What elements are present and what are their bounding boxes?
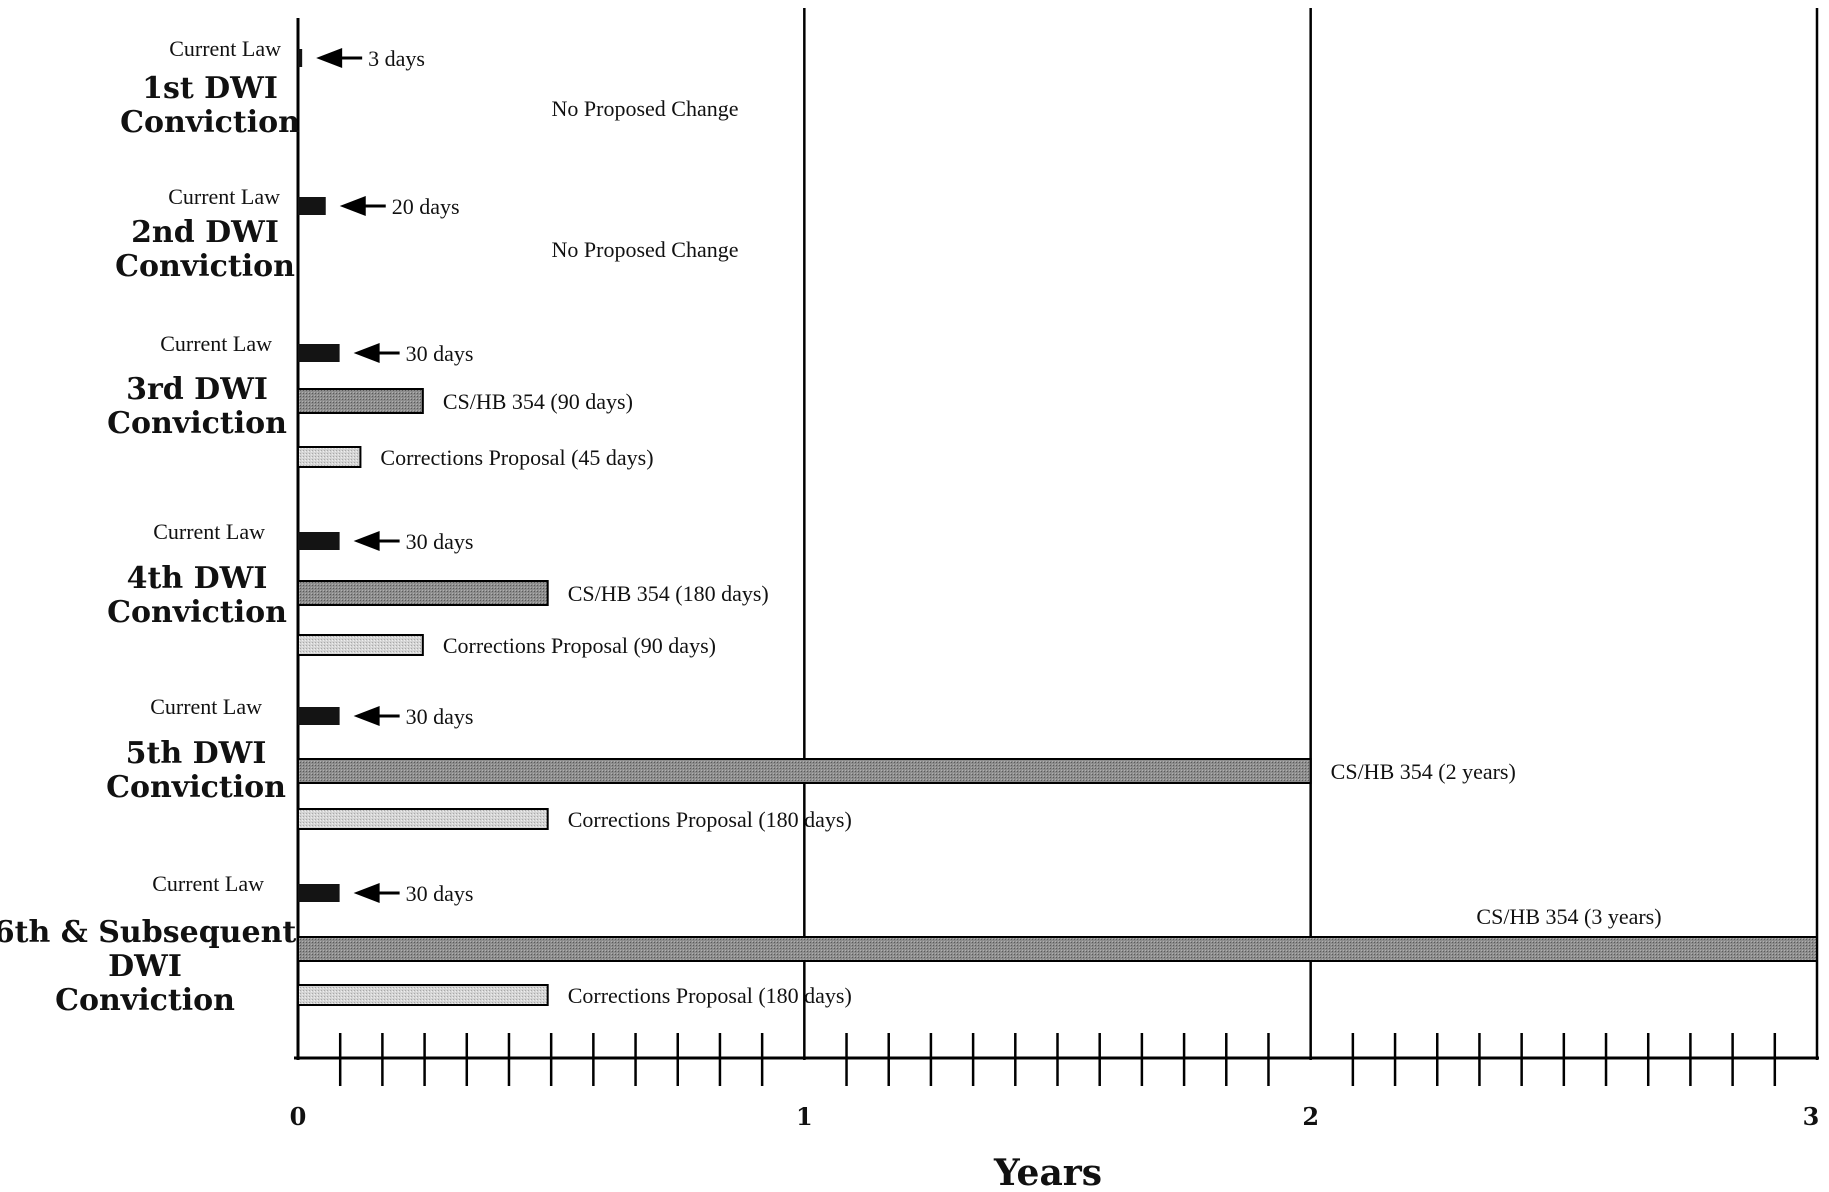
bar-current-law [298,532,340,550]
bar-cshb354 [297,936,1818,962]
current-law-value: 3 days [368,46,425,71]
grid-layer [296,8,1819,1060]
bar-cshb354 [297,388,424,414]
corrections-label: Corrections Proposal (180 days) [568,807,852,832]
bar-current-law [298,344,340,362]
current-law-label: Current Law [153,519,265,544]
bar-corrections [297,634,424,656]
bar-corrections [297,984,549,1006]
group-label: Conviction [115,249,295,284]
bar-current-law [298,49,303,67]
bar-current-law [298,884,340,902]
cshb354-label: CS/HB 354 (3 years) [1476,904,1661,929]
current-law-value: 30 days [406,341,474,366]
group-label: Conviction [55,983,235,1018]
group-label: 4th DWI [127,561,268,596]
corrections-label: Corrections Proposal (180 days) [568,983,852,1008]
corrections-label: Corrections Proposal (90 days) [443,633,716,658]
group-label: Conviction [120,105,300,140]
cshb354-label: CS/HB 354 (180 days) [568,581,769,606]
arrow-icon [353,706,400,726]
x-tick-label: 1 [796,1102,813,1131]
bars-layer [297,49,1818,1006]
arrow-icon [353,883,400,903]
group-label: 2nd DWI [131,215,279,250]
bar-cshb354 [297,580,549,606]
bar-current-law [298,197,326,215]
x-axis: 0 1 2 3 [290,1033,1820,1131]
group-label: Conviction [107,406,287,441]
x-tick-label: 3 [1803,1102,1820,1131]
group-label: DWI [108,949,182,984]
current-law-label: Current Law [150,694,262,719]
x-tick-label: 2 [1302,1102,1319,1131]
bar-corrections [297,446,362,468]
x-axis-title: Years [993,1152,1102,1192]
group-label: 5th DWI [126,736,267,771]
bar-cshb354 [297,758,1312,784]
arrow-icon [353,343,400,363]
corrections-label: Corrections Proposal (45 days) [380,445,653,470]
current-law-value: 20 days [392,194,460,219]
group-label: 1st DWI [142,71,278,106]
arrow-icon [339,196,386,216]
cshb354-label: CS/HB 354 (90 days) [443,389,633,414]
group-label: Conviction [106,770,286,805]
bar-current-law [298,707,340,725]
no-change-note: No Proposed Change [552,96,739,121]
group-label: 3rd DWI [126,372,268,407]
group-label: Conviction [107,595,287,630]
arrow-icon [353,531,400,551]
bar-corrections [297,808,549,830]
group-label: 6th & Subsequent [0,915,296,950]
current-law-label: Current Law [168,184,280,209]
current-law-label: Current Law [160,331,272,356]
arrow-icon [316,48,363,68]
no-change-note: No Proposed Change [552,237,739,262]
current-law-value: 30 days [406,704,474,729]
current-law-value: 30 days [406,881,474,906]
cshb354-label: CS/HB 354 (2 years) [1331,759,1516,784]
x-tick-label: 0 [290,1102,307,1131]
current-law-label: Current Law [169,36,281,61]
current-law-value: 30 days [406,529,474,554]
current-law-label: Current Law [152,871,264,896]
